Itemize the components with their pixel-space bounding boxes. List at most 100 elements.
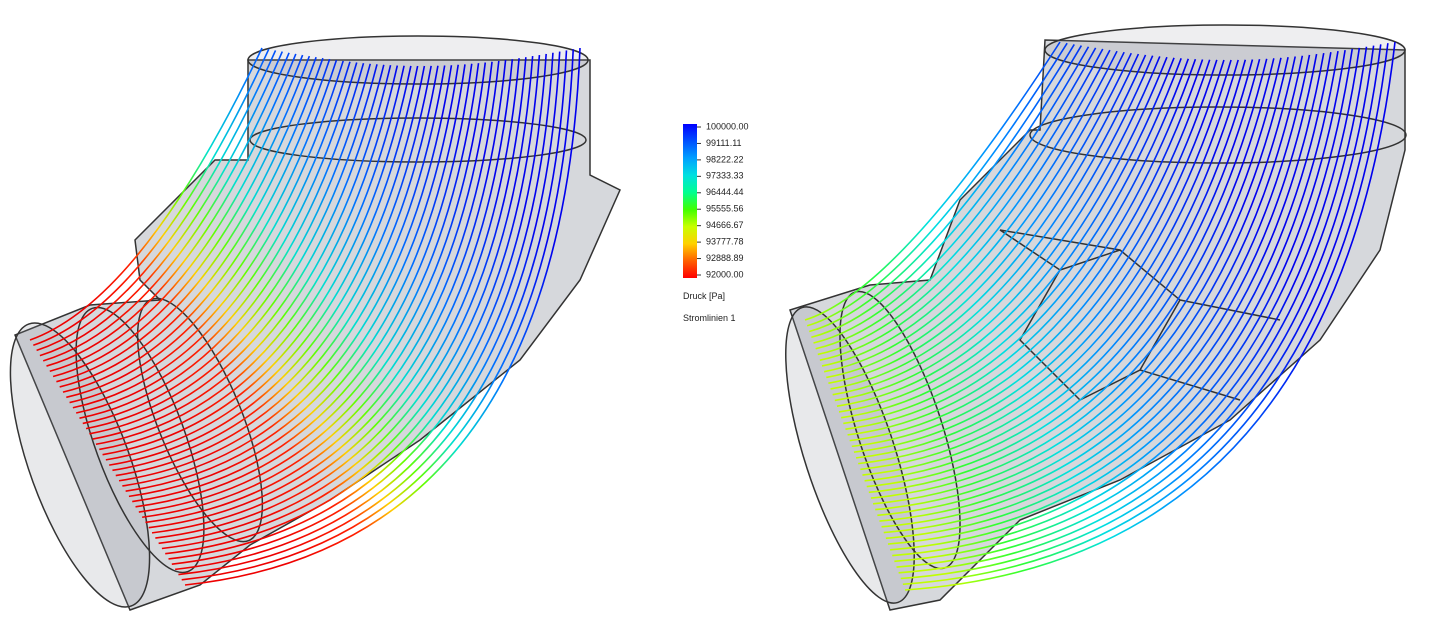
streamline: [46, 53, 297, 367]
streamline: [184, 47, 581, 586]
streamline: [809, 43, 1075, 333]
streamline: [168, 53, 547, 560]
streamline: [125, 64, 460, 492]
streamline: [62, 58, 331, 393]
streamline: [896, 46, 1368, 568]
streamline: [175, 51, 561, 571]
streamline: [868, 58, 1275, 494]
streamline: [902, 43, 1389, 586]
streamline: [72, 61, 351, 409]
streamline: [815, 47, 1097, 350]
streamline: [171, 52, 554, 565]
tick-label: 92888.89: [706, 253, 744, 263]
streamline: [92, 65, 392, 440]
streamline: [66, 59, 338, 399]
legend-quantity: Druck [Pa]: [683, 291, 725, 301]
streamline: [904, 41, 1396, 591]
streamline: [836, 56, 1168, 407]
streamline: [866, 58, 1268, 488]
streamline: [819, 49, 1111, 361]
streamline: [845, 58, 1197, 430]
streamline: [79, 62, 365, 419]
streamline: [56, 56, 317, 383]
streamline: [864, 58, 1261, 482]
streamline: [821, 50, 1118, 367]
streamline: [883, 53, 1325, 534]
streamline: [52, 55, 311, 378]
streamline: [99, 65, 405, 451]
streamline: [870, 57, 1282, 499]
streamline: [145, 60, 500, 524]
streamline: [122, 65, 453, 487]
streamline: [95, 65, 399, 446]
tick-label: 100000.00: [706, 121, 749, 131]
streamline: [42, 52, 290, 362]
streamline: [132, 63, 473, 503]
legend-name: Stromlinien 1: [683, 313, 736, 323]
streamline: [82, 63, 372, 425]
streamline: [105, 65, 419, 461]
right-streamlines: [804, 41, 1396, 591]
color-bar: [683, 124, 697, 278]
streamline: [148, 59, 507, 529]
streamline: [806, 42, 1068, 327]
streamline: [178, 50, 568, 576]
streamline: [838, 57, 1175, 413]
streamline: [875, 56, 1296, 511]
streamline: [128, 64, 466, 498]
streamline: [804, 41, 1061, 321]
streamline: [834, 56, 1161, 402]
streamline: [841, 58, 1182, 419]
tick-label: 93777.78: [706, 236, 744, 246]
streamline: [885, 52, 1332, 540]
tick-label: 92000.00: [706, 269, 744, 279]
streamline: [36, 50, 277, 352]
streamline: [851, 59, 1218, 448]
streamline: [879, 54, 1311, 522]
streamline: [858, 59, 1239, 465]
streamline: [39, 51, 284, 357]
streamline: [853, 59, 1225, 453]
tick-label: 99111.11: [706, 138, 742, 148]
streamline: [900, 44, 1382, 580]
streamline: [898, 45, 1375, 574]
streamline: [85, 64, 378, 430]
streamline: [828, 53, 1140, 384]
streamline: [862, 59, 1254, 476]
streamline: [890, 49, 1346, 551]
streamline: [887, 51, 1339, 545]
streamline: [76, 62, 358, 414]
streamline: [813, 46, 1090, 344]
streamline: [855, 59, 1232, 459]
left-streamlines: [29, 47, 581, 586]
streamline: [118, 65, 446, 482]
streamline: [877, 55, 1304, 517]
streamline: [894, 47, 1361, 563]
streamline: [873, 56, 1289, 505]
tick-label: 94666.67: [706, 220, 744, 230]
streamline: [89, 64, 385, 435]
streamline: [165, 54, 541, 555]
streamline: [817, 48, 1104, 356]
streamline: [811, 45, 1083, 339]
streamline: [115, 65, 439, 477]
streamline: [135, 63, 480, 508]
streamline: [69, 60, 344, 404]
streamline: [826, 52, 1133, 379]
streamline: [892, 48, 1354, 557]
streamline: [112, 65, 432, 472]
streamline: [843, 58, 1190, 425]
streamline: [49, 54, 304, 373]
streamline: [832, 55, 1154, 396]
streamline: [860, 59, 1247, 471]
tick-label: 98222.22: [706, 154, 744, 164]
streamline: [847, 59, 1204, 436]
streamline: [29, 47, 263, 341]
streamline: [33, 48, 270, 346]
streamline: [59, 57, 324, 388]
streamline: [109, 65, 426, 466]
streamline: [151, 59, 514, 534]
streamline: [102, 65, 412, 456]
